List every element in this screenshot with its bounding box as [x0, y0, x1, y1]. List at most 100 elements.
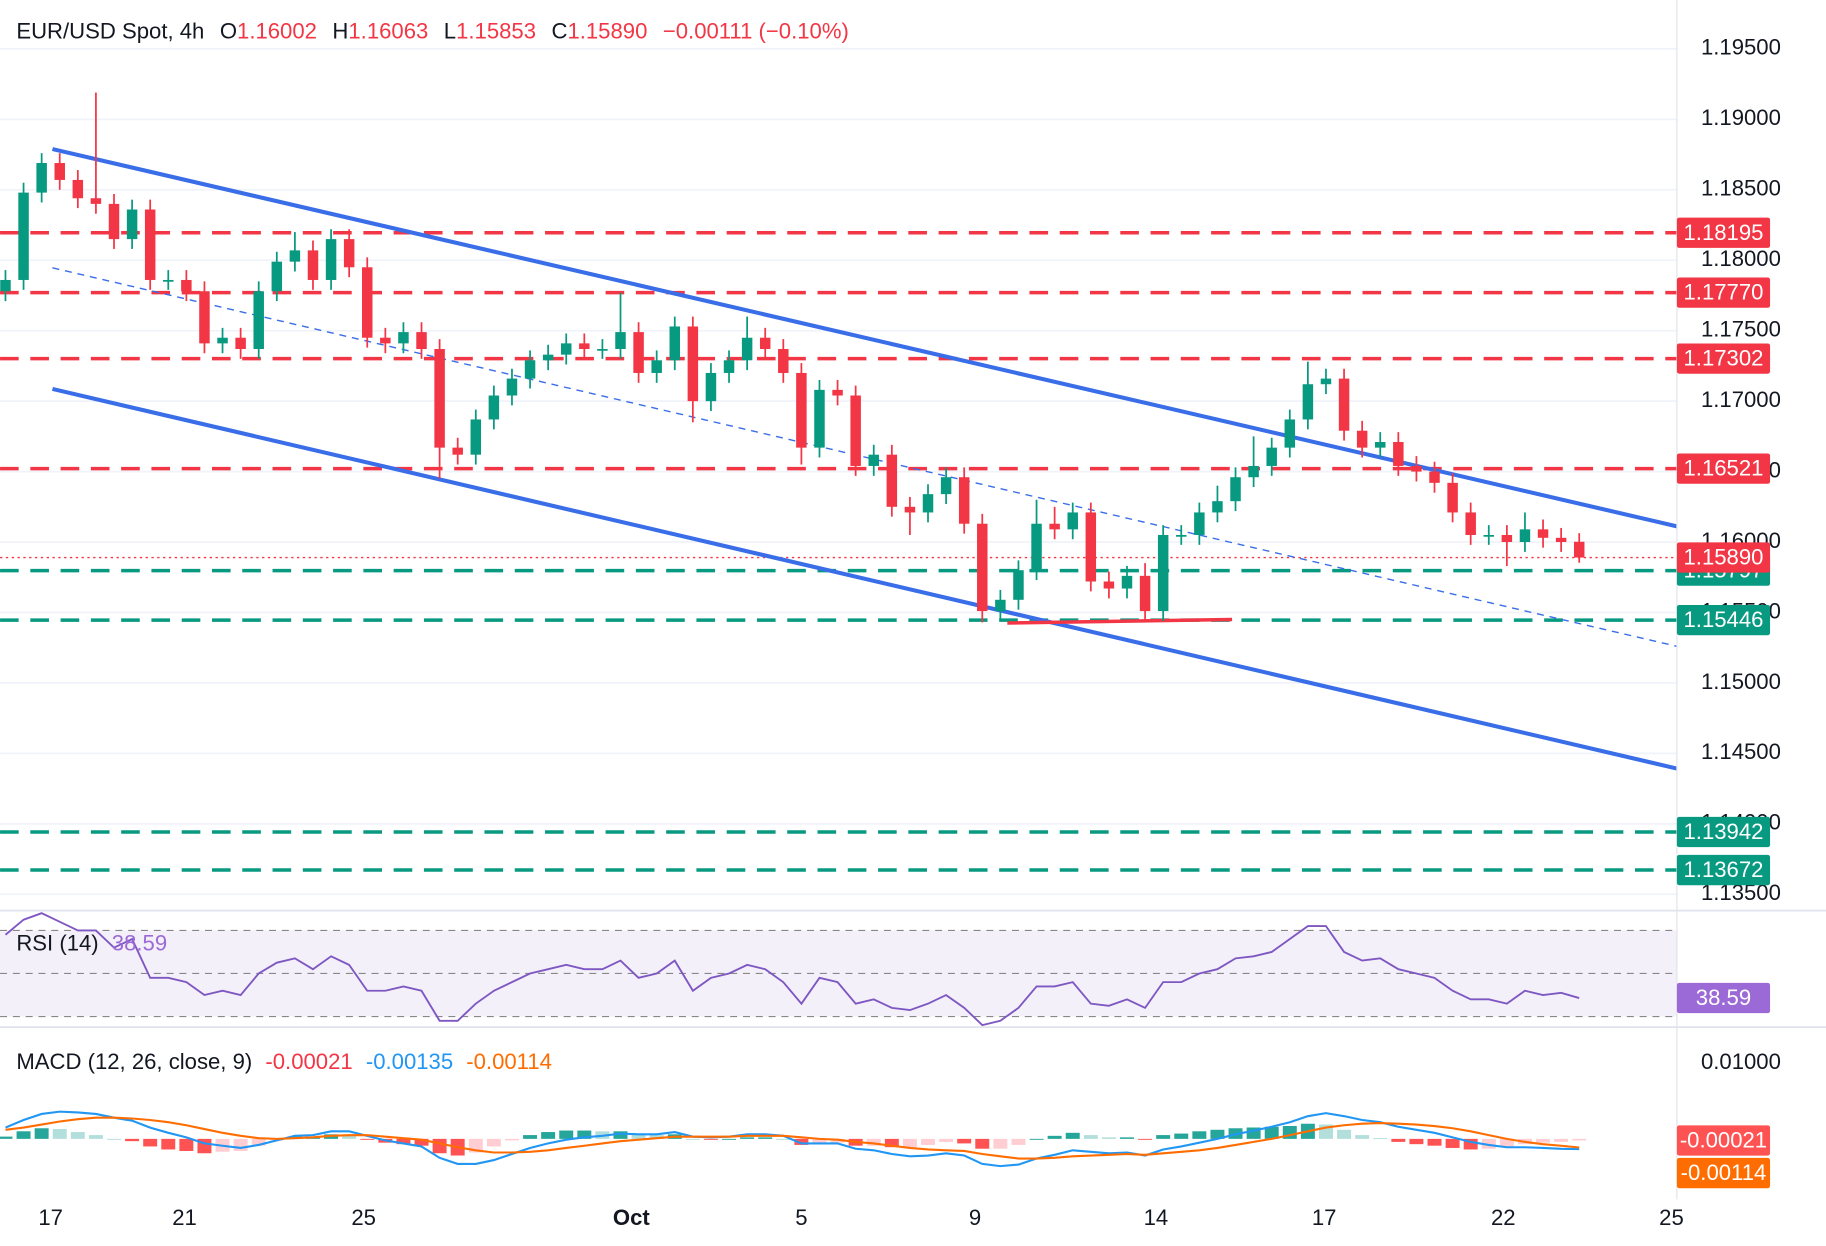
candle-body — [181, 279, 192, 292]
histogram-bar — [649, 1135, 664, 1139]
histogram-bar — [1373, 1138, 1388, 1140]
histogram-bar — [577, 1130, 592, 1139]
support-badge-label: 1.13942 — [1684, 819, 1764, 844]
change: −0.00111 (−0.10%) — [663, 18, 849, 43]
histogram-bar — [685, 1138, 700, 1140]
rsi-value: 38.59 — [112, 930, 167, 955]
candle-body — [723, 360, 735, 373]
histogram-bar — [504, 1138, 519, 1141]
ohlc-value: 1.15890 — [567, 18, 647, 43]
resistance-badge — [1676, 343, 1771, 374]
signal-badge-label: -0.00114 — [1681, 1160, 1767, 1185]
y-tick-label: 1.18000 — [1701, 246, 1781, 271]
candle-body — [1266, 447, 1277, 466]
histogram-bar — [179, 1138, 194, 1151]
candle-body — [940, 477, 952, 495]
histogram-bar — [1101, 1137, 1116, 1139]
last-price-badge — [1676, 542, 1771, 573]
candle-body — [560, 343, 572, 355]
candle-body — [705, 372, 717, 402]
histogram-bar — [16, 1131, 31, 1139]
signal-badge — [1676, 1157, 1771, 1189]
candle-body — [1103, 581, 1115, 589]
x-tick-label: 5 — [795, 1205, 807, 1230]
candle-body — [380, 337, 391, 344]
histogram-bar — [1391, 1138, 1406, 1142]
support-line — [1007, 617, 1233, 625]
histogram-bar — [1011, 1138, 1026, 1145]
x-tick-label: 14 — [1144, 1205, 1169, 1230]
ohlc-key: O — [220, 18, 237, 43]
candle-body — [886, 454, 898, 507]
x-tick-label: 22 — [1491, 1205, 1516, 1230]
y-tick-label: 1.18500 — [1701, 176, 1781, 201]
histogram-badge-label: -0.00021 — [1680, 1127, 1767, 1152]
histogram-bar — [360, 1138, 375, 1140]
candle-body — [1501, 534, 1513, 543]
candle-body — [1483, 534, 1495, 537]
histogram-bar — [125, 1138, 140, 1142]
support-badge — [1676, 816, 1771, 848]
histogram-bar — [1246, 1127, 1261, 1139]
support-badge — [1676, 854, 1771, 886]
x-tick-label: 17 — [1312, 1205, 1337, 1230]
histogram-value: -0.00021 — [265, 1049, 352, 1074]
histogram-bar — [107, 1138, 121, 1140]
grid — [0, 48, 1677, 1018]
candle-body — [163, 279, 174, 282]
histogram-bar — [1065, 1132, 1080, 1139]
histogram-bar — [993, 1138, 1008, 1149]
histogram-bar — [233, 1138, 248, 1151]
candle-body — [1085, 512, 1097, 582]
candle-body — [488, 395, 500, 420]
candle-body — [1049, 523, 1060, 530]
candle-body — [1194, 512, 1205, 535]
candle-body — [904, 506, 916, 513]
candle-body — [832, 389, 843, 396]
candle-body — [1139, 575, 1151, 612]
candle-body — [958, 477, 970, 524]
histogram-bar — [1409, 1138, 1424, 1145]
drawings — [51, 147, 1678, 771]
candle-body — [1447, 482, 1458, 513]
histogram-bar — [342, 1135, 357, 1139]
candle-body — [253, 291, 264, 350]
candle-body — [36, 163, 47, 193]
candle-body — [814, 389, 825, 448]
candle-body — [1320, 378, 1332, 385]
candle-body — [977, 523, 988, 612]
candle-body — [235, 337, 246, 350]
ohlc-value: 1.15853 — [456, 18, 536, 43]
candle-body — [669, 326, 681, 361]
histogram-bar — [794, 1138, 809, 1145]
candle-body — [651, 360, 662, 373]
candle-body — [1157, 534, 1169, 612]
histogram-bar — [1120, 1137, 1134, 1139]
histogram-bar — [1499, 1138, 1514, 1148]
histogram-bar — [830, 1138, 845, 1143]
channel-lower — [51, 386, 1678, 771]
badges: 1.181951.177701.173021.165211.157971.154… — [1676, 217, 1771, 1189]
y-tick-label: 1.14500 — [1701, 739, 1781, 764]
y-tick-label: 1.19500 — [1701, 35, 1781, 60]
candle-body — [922, 494, 934, 513]
rsi-legend: RSI (14) 38.59 — [16, 930, 167, 955]
y-tick-label: 1.19000 — [1701, 105, 1781, 130]
candle-body — [434, 349, 445, 448]
histogram-bar — [88, 1135, 103, 1139]
histogram-badge — [1676, 1125, 1771, 1156]
ohlc-value: 1.16002 — [237, 18, 317, 43]
ohlc-key: L — [444, 18, 456, 43]
candle-body — [54, 163, 65, 180]
histogram-bar — [613, 1131, 628, 1139]
candle-body — [1393, 441, 1404, 466]
histogram-bar — [939, 1138, 954, 1142]
resistance-badge — [1676, 277, 1771, 308]
histogram-bar — [1047, 1135, 1062, 1139]
candle-body — [398, 332, 409, 344]
histogram-bar — [70, 1132, 85, 1139]
histogram-bar — [1572, 1138, 1587, 1141]
resistance-badge-label: 1.17770 — [1684, 280, 1764, 305]
